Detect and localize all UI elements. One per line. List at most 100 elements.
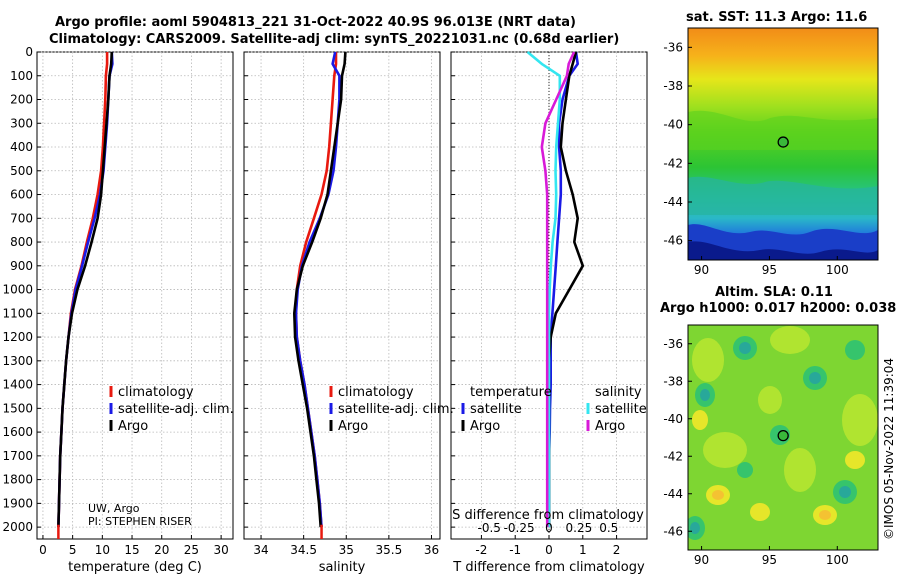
s-tick-label: 0.25 — [566, 521, 593, 535]
y-tick-label: 400 — [10, 140, 33, 154]
temperature-grid — [37, 51, 233, 539]
x-tick-label: -2 — [475, 543, 487, 557]
salinity-legend: climatology satellite-adj. clim. Argo — [329, 385, 454, 434]
y-tick-label: 1300 — [2, 354, 33, 368]
y-tick-label: 1700 — [2, 449, 33, 463]
series-line-argo — [57, 51, 114, 528]
x-tick-label: -1 — [509, 543, 521, 557]
legend-label-argo: Argo — [118, 419, 148, 434]
y-tick-label: 1000 — [2, 283, 33, 297]
salinity-x-label: salinity — [319, 560, 366, 575]
map-y-tick-label: -44 — [663, 195, 683, 209]
series-line-argo — [292, 51, 347, 528]
legend-label-climatology: climatology — [118, 385, 194, 400]
legend-label-satellite: satellite-adj. clim. — [118, 402, 234, 417]
legend-header-salinity: salinity — [595, 385, 642, 400]
map-y-tick-label: -36 — [663, 40, 683, 54]
s-tick-label: 0 — [545, 521, 553, 535]
x-tick-label: 35.5 — [376, 543, 403, 557]
s-tick-label: 0.5 — [599, 521, 618, 535]
sst-float-position-marker — [777, 136, 789, 148]
credit-line2: PI: STEPHEN RISER — [88, 515, 192, 528]
y-tick-label: 1800 — [2, 473, 33, 487]
s-tick-label: -0.25 — [504, 521, 535, 535]
sla-map-image — [688, 325, 878, 550]
y-tick-label: 900 — [10, 259, 33, 273]
x-tick-label: 10 — [95, 543, 110, 557]
map-y-tick-label: -38 — [663, 374, 683, 388]
temperature-axis: 0100200300400500600700800900100011001200… — [2, 45, 228, 557]
x-tick-label: 5 — [69, 543, 77, 557]
legend-label-climatology: climatology — [338, 385, 414, 400]
legend-label-t-argo: Argo — [470, 419, 500, 434]
x-tick-label: 0 — [545, 543, 553, 557]
x-tick-label: 0 — [39, 543, 47, 557]
sst-map-title: sat. SST: 11.3 Argo: 11.6 — [686, 10, 868, 25]
y-tick-label: 2000 — [2, 520, 33, 534]
temperature-panel-frame — [36, 51, 234, 540]
sla-map-frame — [687, 324, 879, 551]
sla-map-title: Altim. SLA: 0.11 — [715, 285, 833, 300]
salinity-series — [292, 51, 347, 539]
map-x-tick-label: 100 — [826, 263, 849, 277]
legend-label-argo: Argo — [338, 419, 368, 434]
legend-header-temperature: temperature — [470, 385, 552, 400]
imos-watermark: ©IMOS 05-Nov-2022 11:39:04 — [882, 358, 896, 540]
x-tick-label: 34.5 — [290, 543, 317, 557]
map-y-tick-label: -44 — [663, 487, 683, 501]
x-tick-label: 35 — [339, 543, 354, 557]
sla-map-subtitle: Argo h1000: 0.017 h2000: 0.038 — [660, 301, 897, 316]
x-tick-label: 2 — [613, 543, 621, 557]
difference-axis: -2 -1 0 1 2 -0.5 -0.25 0 0.25 0.5 — [451, 51, 621, 557]
legend-label-satellite: satellite-adj. clim. — [338, 402, 454, 417]
map-y-tick-label: -42 — [663, 156, 683, 170]
credit-line1: UW, Argo — [88, 502, 140, 515]
difference-legend: temperature salinity satellite Argo sate… — [461, 385, 647, 434]
sst-map-axis: 90 95 100 -36 -38 -40 -42 -44 -46 — [663, 40, 848, 277]
y-tick-label: 800 — [10, 235, 33, 249]
map-x-tick-label: 95 — [762, 263, 777, 277]
difference-top-label: S difference from climatology — [452, 508, 644, 523]
salinity-axis: 34 34.5 35 35.5 36 — [244, 51, 439, 557]
sst-map-frame — [687, 27, 879, 261]
y-tick-label: 700 — [10, 211, 33, 225]
map-x-tick-label: 95 — [762, 553, 777, 567]
x-tick-label: 15 — [124, 543, 139, 557]
sla-float-position-marker — [777, 429, 789, 442]
y-tick-label: 0 — [25, 45, 33, 59]
y-tick-label: 500 — [10, 164, 33, 178]
y-tick-label: 1600 — [2, 425, 33, 439]
y-tick-label: 100 — [10, 69, 33, 83]
map-y-tick-label: -40 — [663, 118, 683, 132]
temperature-x-label: temperature (deg C) — [68, 560, 202, 575]
difference-x-label: T difference from climatology — [452, 560, 645, 575]
map-y-tick-label: -36 — [663, 337, 683, 351]
map-y-tick-label: -46 — [663, 234, 683, 248]
x-tick-label: 20 — [154, 543, 169, 557]
map-y-tick-label: -46 — [663, 524, 683, 538]
legend-label-s-satellite: satellite — [595, 402, 647, 417]
series-line-s-argo — [540, 51, 576, 528]
map-y-tick-label: -38 — [663, 79, 683, 93]
y-tick-label: 1900 — [2, 496, 33, 510]
y-tick-label: 300 — [10, 116, 33, 130]
map-x-tick-label: 90 — [694, 263, 709, 277]
temperature-legend: climatology satellite-adj. clim. Argo — [109, 385, 234, 434]
salinity-panel-frame — [243, 51, 441, 540]
y-tick-label: 600 — [10, 188, 33, 202]
y-tick-label: 1500 — [2, 401, 33, 415]
y-tick-label: 1400 — [2, 378, 33, 392]
x-tick-label: 1 — [579, 543, 587, 557]
s-tick-label: -0.5 — [478, 521, 501, 535]
map-x-tick-label: 90 — [694, 553, 709, 567]
temperature-series — [57, 51, 114, 539]
figure-title-line2: Climatology: CARS2009. Satellite-adj cli… — [49, 32, 620, 47]
x-tick-label: 30 — [213, 543, 228, 557]
map-x-tick-label: 100 — [826, 553, 849, 567]
map-y-tick-label: -40 — [663, 412, 683, 426]
figure-title-line1: Argo profile: aoml 5904813_221 31-Oct-20… — [55, 15, 576, 30]
series-line-s-satellite — [526, 51, 562, 528]
sla-map-axis: 90 95 100 -36 -38 -40 -42 -44 -46 — [663, 337, 848, 567]
difference-series — [526, 51, 585, 528]
